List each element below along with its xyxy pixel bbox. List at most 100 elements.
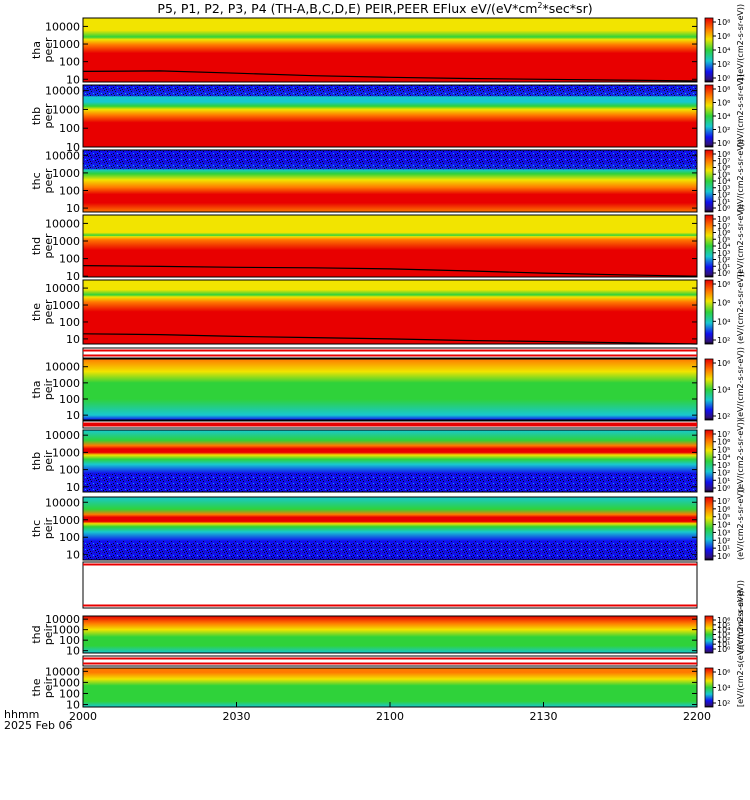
colorbar-tick-label: 10³ xyxy=(717,461,730,470)
colorbar-tick-label: 10² xyxy=(717,536,730,545)
y-axis-label: thcpeer xyxy=(30,168,55,194)
y-tick-label: 10 xyxy=(66,699,80,712)
y-tick-label: 10 xyxy=(66,333,80,346)
y-tick-label: 100 xyxy=(59,56,80,69)
y-tick-label: 100 xyxy=(59,687,80,700)
colorbar-tick-label: 10⁰ xyxy=(717,484,730,493)
panel-tha-peir: 10 100 1000 10000 thapeir 10⁶ 10⁴ 10² (eV/(cm2-s… xyxy=(30,347,745,422)
colorbar-unit-label: (eV/(cm2-s-sr-eV)) xyxy=(736,419,745,492)
colorbar-tick-label: 10⁴ xyxy=(717,626,730,635)
colorbar-unit-label: (eV/(cm2-s-sr-eV)) xyxy=(736,204,745,277)
y-axis-label: thdpeir xyxy=(30,623,55,645)
colorbar-tick-label: 10⁵ xyxy=(717,445,730,454)
colorbar-tick-label: 10⁶ xyxy=(717,164,730,173)
colorbar-tick-label: 10⁶ xyxy=(717,438,730,447)
y-tick-label: 10000 xyxy=(45,613,80,626)
colorbar-tick-label: 10² xyxy=(717,336,730,345)
panel-tha-peer: 10 100 1000 10000 thapeer 10⁸ 10⁶ 10⁴ 10² 10⁰ 1(eV… xyxy=(30,4,745,86)
y-tick-label: 100 xyxy=(59,634,80,647)
y-tick-label: 10000 xyxy=(45,665,80,678)
colorbar-tick-label: 10⁸ xyxy=(717,280,730,289)
colorbar-tick-label: 10⁵ xyxy=(717,621,730,630)
colorbar-tick-label: 10⁴ xyxy=(717,242,730,251)
colorbar-tick-label: 10⁰ xyxy=(717,269,730,278)
y-tick-label: 10000 xyxy=(45,282,80,295)
colorbar-tick-label: 10⁴ xyxy=(717,46,730,55)
y-tick-label: 100 xyxy=(59,464,80,477)
panel-thb-peer: 10 100 1000 10000 thbpeer 10⁸ 10⁶ 10⁴ 10² 10⁰ (eV/… xyxy=(30,74,745,154)
y-axis-label: thepeer xyxy=(30,299,55,325)
y-tick-label: 10000 xyxy=(45,217,80,230)
colorbar-tick-label: 10⁸ xyxy=(717,150,730,159)
colorbar-tick-label: 10³ xyxy=(717,249,730,258)
y-tick-label: 100 xyxy=(59,184,80,197)
low-count-noise xyxy=(83,85,697,97)
y-axis-label: thapeer xyxy=(30,37,55,63)
time-axis-unit: hhmm xyxy=(4,708,39,721)
y-tick-label: 10000 xyxy=(45,361,80,374)
y-tick-label: 10000 xyxy=(45,429,80,442)
separator-band xyxy=(82,561,698,609)
colorbar-tick-label: 10² xyxy=(717,699,730,708)
y-tick-label: 1000 xyxy=(52,676,80,689)
colorbar-tick-label: 10⁰ xyxy=(717,74,730,83)
colorbar xyxy=(704,84,714,148)
colorbar-unit-label: 1(eV/(cm2-s-sr-eV)) xyxy=(736,4,745,82)
x-tick-label: 2100 xyxy=(376,710,404,723)
y-tick-label: 10000 xyxy=(45,149,80,162)
y-tick-label: 10 xyxy=(66,481,80,494)
colorbar-unit-label: (eV/(cm2-s-sr-eV)) xyxy=(736,347,745,420)
y-tick-label: 10000 xyxy=(45,85,80,98)
colorbar-tick-label: 10⁷ xyxy=(717,157,730,166)
x-tick-label: 2200 xyxy=(683,710,711,723)
y-tick-label: 10 xyxy=(66,409,80,422)
potential-trace xyxy=(82,70,698,82)
y-axis-label: thapeir xyxy=(30,378,55,400)
panel-thc-peir: 10100100010000thcpeir10⁷10⁶10⁵10⁴10³10²1… xyxy=(30,487,745,562)
colorbar-tick-label: 10⁴ xyxy=(717,386,730,395)
colorbar xyxy=(704,358,714,421)
y-tick-label: 1000 xyxy=(52,235,80,248)
colorbar-tick-label: 10⁸ xyxy=(717,18,730,27)
colorbar-tick-label: 10⁵ xyxy=(717,235,730,244)
colorbar-unit-label: (eV/(cm2-s-sr-eV)) xyxy=(736,580,745,653)
spectrogram-thd-peir xyxy=(83,616,697,653)
y-tick-label: 1000 xyxy=(52,38,80,51)
colorbar-unit-label: (eV/(cm2-s-sr-eV)) xyxy=(736,139,745,212)
colorbar-tick-label: 10⁶ xyxy=(717,616,730,625)
y-axis-label: thepeir xyxy=(30,676,55,698)
spectrogram-tha-peir xyxy=(83,359,697,420)
y-tick-label: 10 xyxy=(66,202,80,215)
y-tick-label: 100 xyxy=(59,122,80,135)
colorbar-tick-label: 10⁴ xyxy=(717,177,730,186)
colorbar-tick-label: 10⁶ xyxy=(717,359,730,368)
spectrogram-tha-peer xyxy=(83,18,697,82)
plot-title: P5, P1, P2, P3, P4 (TH-A,B,C,D,E) PEIR,P… xyxy=(0,1,750,16)
colorbar-tick-label: 10⁰ xyxy=(717,139,730,148)
colorbar-tick-label: 10³ xyxy=(717,184,730,193)
y-tick-label: 10000 xyxy=(45,496,80,509)
colorbar-tick-label: 10¹ xyxy=(717,197,730,206)
y-tick-label: 1000 xyxy=(52,624,80,637)
colorbar-tick-label: 10⁶ xyxy=(717,229,730,238)
colorbar-unit-label: (eV/(cm2-s-sr-eV)) xyxy=(736,74,745,147)
y-tick-label: 10 xyxy=(66,73,80,86)
y-tick-label: 10 xyxy=(66,141,80,154)
colorbar-tick-label: 10⁶ xyxy=(717,299,730,308)
panel-thd-peer: 10100100010000thdpeer10⁸10⁷10⁶10⁵10⁴10³1… xyxy=(30,204,745,283)
low-count-noise xyxy=(83,150,697,163)
colorbar-tick-label: 10¹ xyxy=(717,476,730,485)
colorbar-unit-label: (eV/(cm2-s-sr-eV)) xyxy=(736,271,745,344)
y-axis-label: thdpeer xyxy=(30,233,55,259)
separator-band xyxy=(82,347,698,359)
colorbar-tick-label: 10⁸ xyxy=(717,215,730,224)
potential-trace xyxy=(82,333,698,345)
x-tick-label: 2130 xyxy=(530,710,558,723)
potential-trace xyxy=(82,265,698,277)
panel-the-peer: 10 100 1000 10000 thepeer 10⁸ 10⁶ 10⁴ 10² (eV/(cm… xyxy=(30,271,745,346)
colorbar-tick-label: 10² xyxy=(717,256,730,265)
colorbar-tick-label: 10⁴ xyxy=(717,317,730,326)
